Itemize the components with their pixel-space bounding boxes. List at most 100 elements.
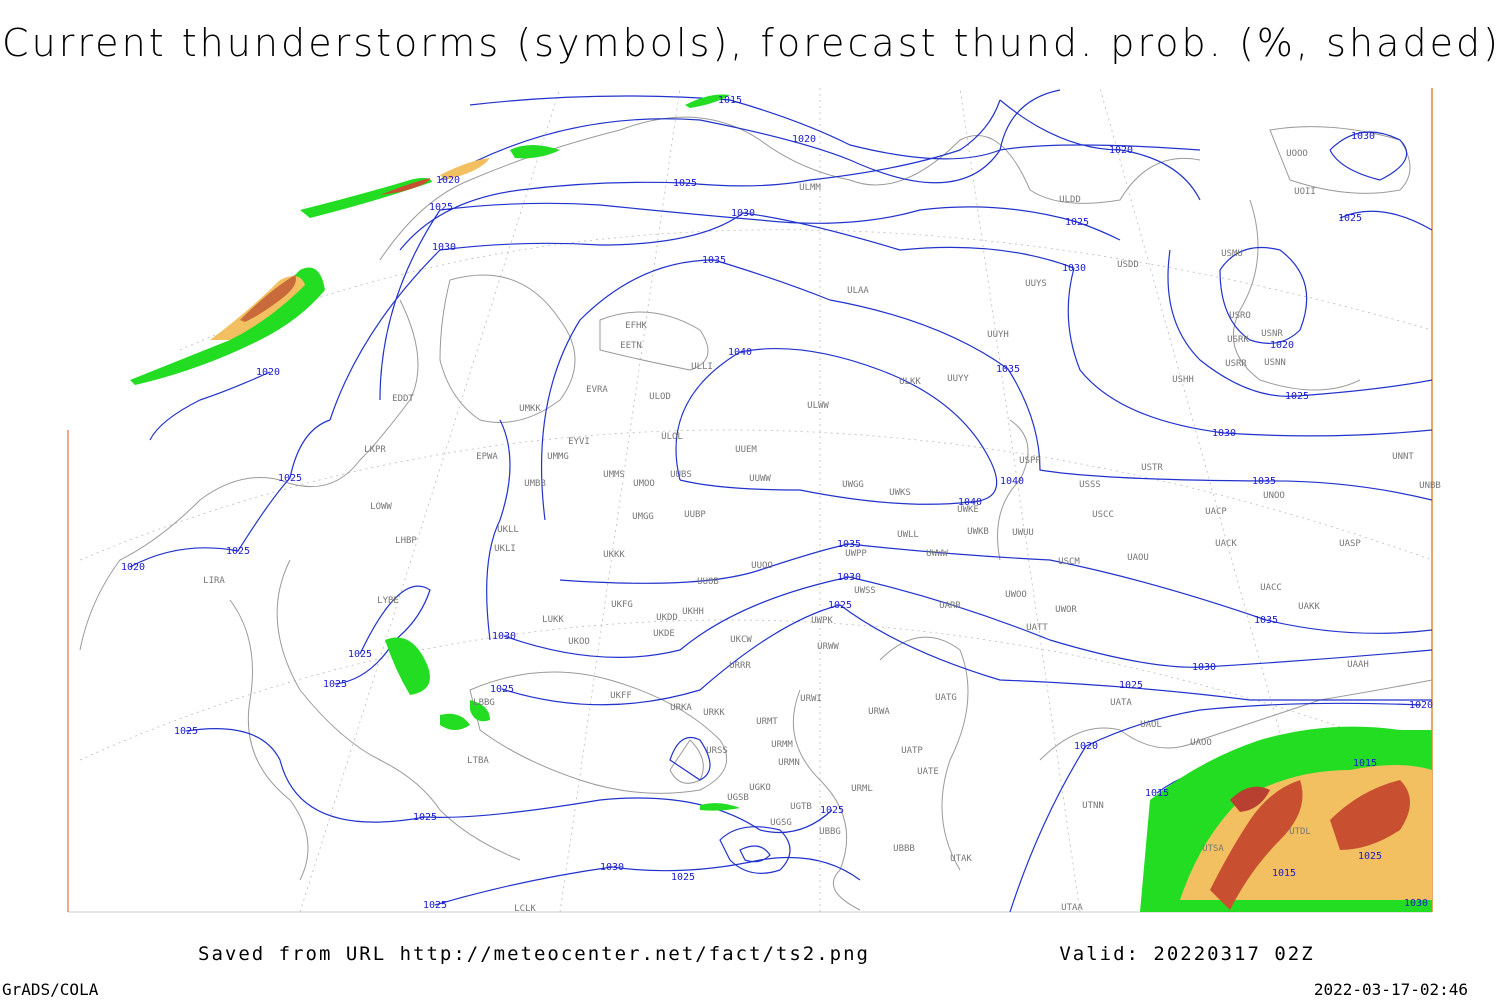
isobars (129, 89, 1433, 913)
station-label: EFHK (625, 321, 647, 331)
isobar-label: 1040 (728, 347, 752, 358)
station-label: UMKK (519, 404, 541, 414)
thunderstorm-probability (130, 94, 1432, 912)
station-label: ULWW (807, 401, 829, 411)
station-label: UWUU (1012, 528, 1034, 538)
coastlines (79, 116, 1433, 911)
station-label: USNN (1264, 358, 1286, 368)
station-label: URKK (703, 708, 725, 718)
station-label: LYBE (377, 596, 399, 606)
station-label: LOWW (370, 502, 392, 512)
station-label: UTDL (1289, 827, 1311, 837)
station-label: UNOO (1263, 491, 1285, 501)
station-label: ULDD (1059, 195, 1081, 205)
station-label: USDD (1117, 260, 1139, 270)
timestamp: 2022-03-17-02:46 (1314, 980, 1468, 999)
station-label: LHBP (395, 536, 417, 546)
station-label: UMMS (603, 470, 625, 480)
isobar-label: 1015 (1272, 868, 1296, 879)
station-label: ULOL (661, 432, 683, 442)
isobar-label: 1025 (1285, 391, 1309, 402)
station-label: UTAA (1061, 903, 1083, 913)
isobar-label: 1025 (1338, 213, 1362, 224)
isobar-label: 1020 (1074, 741, 1098, 752)
station-label: LKPR (364, 445, 386, 455)
isobar-label: 1030 (837, 572, 861, 583)
station-label: UKHH (682, 607, 704, 617)
station-label: LTBA (467, 756, 489, 766)
station-label: UUYY (947, 374, 969, 384)
isobar-label: 1025 (226, 546, 250, 557)
isobar-label: 1035 (702, 255, 726, 266)
station-label: UUOO (751, 561, 773, 571)
isobar-label: 1040 (958, 497, 982, 508)
station-label: UACC (1260, 583, 1282, 593)
station-label: UTAK (950, 854, 972, 864)
isobar-label: 1020 (1270, 340, 1294, 351)
station-label: UUEM (735, 445, 757, 455)
station-label: URWW (817, 642, 839, 652)
isobar-label: 1020 (436, 175, 460, 186)
graticule (79, 87, 1433, 913)
station-label: UTNN (1082, 801, 1104, 811)
isobar-label: 1020 (1409, 700, 1433, 711)
station-label: UAOU (1127, 553, 1149, 563)
isobar-label: 1035 (1252, 476, 1276, 487)
station-label: UKFG (611, 600, 633, 610)
isobar-label: 1025 (423, 900, 447, 911)
station-label: USSS (1079, 480, 1101, 490)
station-label: EPWA (476, 452, 498, 462)
station-label: EYVI (568, 437, 590, 447)
isobar-label: 1025 (429, 202, 453, 213)
station-label: UMBB (524, 479, 546, 489)
station-label: USRK (1227, 335, 1249, 345)
station-label: UGKO (749, 783, 771, 793)
station-label: UBBG (819, 827, 841, 837)
station-label: UATG (935, 693, 957, 703)
isobar-label: 1025 (348, 649, 372, 660)
station-label: USCC (1092, 510, 1114, 520)
station-label: UAAH (1347, 660, 1369, 670)
station-label: LIRA (203, 576, 225, 586)
isobar-label: 1030 (1192, 662, 1216, 673)
isobar-label: 1025 (1065, 217, 1089, 228)
station-label: UGSB (727, 793, 749, 803)
isobar-label: 1035 (1254, 615, 1278, 626)
station-label: UUYH (987, 330, 1009, 340)
station-label: UWGG (842, 480, 864, 490)
isobar-label: 1030 (1404, 898, 1428, 909)
station-label: UUWW (749, 474, 771, 484)
title: Current thunderstorms (symbols), forecas… (2, 21, 1498, 65)
isobar-label: 1020 (1109, 145, 1133, 156)
station-label: UKFF (610, 691, 632, 701)
station-label: USHH (1172, 375, 1194, 385)
station-label: LCLK (514, 904, 536, 914)
station-label: URSS (706, 746, 728, 756)
station-label: UOII (1294, 187, 1316, 197)
isobar-label: 1025 (1119, 680, 1143, 691)
station-label: UAKK (1298, 602, 1320, 612)
valid-time: Valid: 20220317 02Z (1059, 943, 1314, 965)
isobar-label: 1020 (256, 367, 280, 378)
station-label: URMT (756, 717, 778, 727)
isobar-label: 1030 (492, 631, 516, 642)
isobar-label: 1025 (413, 812, 437, 823)
station-label: LUKK (542, 615, 564, 625)
station-label: UATA (1110, 698, 1132, 708)
isobar-label: 1030 (1062, 263, 1086, 274)
source-url: Saved from URL http://meteocenter.net/fa… (198, 943, 870, 965)
map-labels: 1015 1020 1020 1025 1020 1025 1030 1025 1030 1035… (121, 95, 1441, 914)
station-label: UWSS (854, 586, 876, 596)
station-label: UWKB (967, 527, 989, 537)
station-label: UOOO (1286, 149, 1308, 159)
station-label: ULKK (899, 377, 921, 387)
station-label: USRO (1229, 311, 1251, 321)
station-label: UBBB (893, 844, 915, 854)
isobar-label: 1025 (490, 684, 514, 695)
isobar-label: 1030 (432, 242, 456, 253)
station-label: UKCW (730, 635, 752, 645)
station-label: URKA (670, 703, 692, 713)
station-label: UMMG (547, 452, 569, 462)
station-label: UWKS (889, 488, 911, 498)
isobar-label: 1025 (820, 805, 844, 816)
